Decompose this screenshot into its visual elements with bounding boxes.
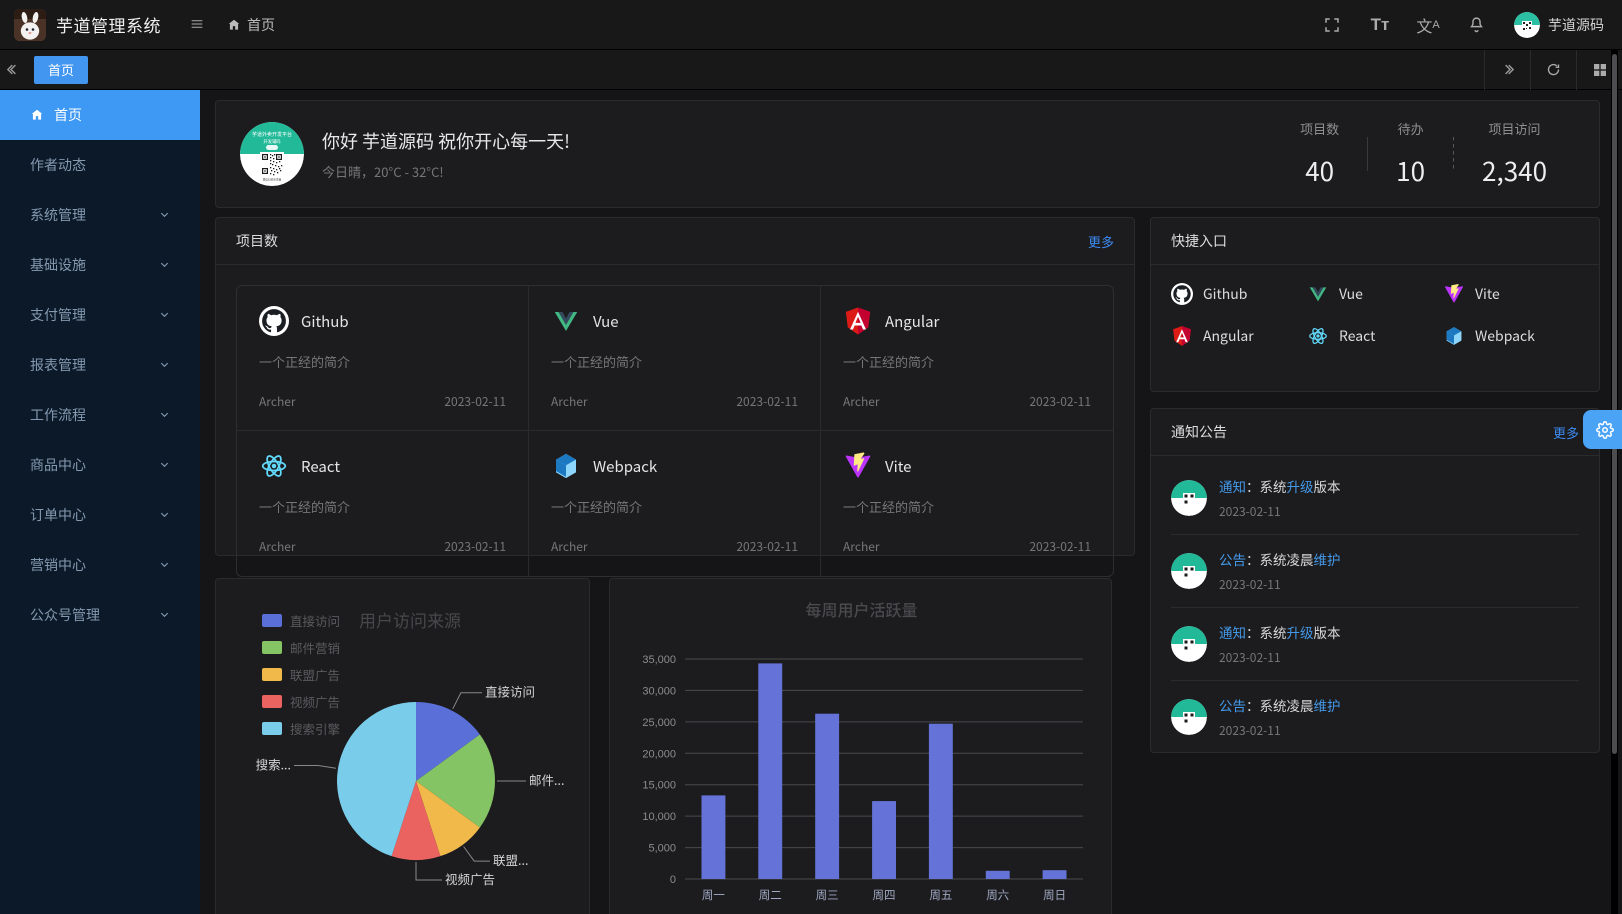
svg-text:视频广告: 视频广告	[445, 869, 495, 888]
svg-text:芋道外卖开发平台: 芋道外卖开发平台	[252, 131, 292, 138]
svg-text:搜索...: 搜索...	[256, 755, 291, 774]
svg-text:10,000: 10,000	[642, 811, 676, 823]
svg-text:25,000: 25,000	[642, 717, 676, 729]
svg-text:微信扫码关注我: 微信扫码关注我	[263, 178, 282, 182]
svg-text:周三: 周三	[816, 887, 839, 903]
svg-text:周一: 周一	[702, 887, 725, 903]
svg-text:联盟...: 联盟...	[493, 850, 528, 869]
svg-text:开发辅码: 开发辅码	[263, 138, 281, 145]
svg-text:15,000: 15,000	[642, 780, 676, 792]
svg-text:5,000: 5,000	[648, 843, 676, 855]
svg-text:周五: 周五	[929, 887, 952, 903]
svg-text:30,000: 30,000	[642, 685, 676, 697]
svg-text:周四: 周四	[873, 887, 896, 903]
svg-text:35,000: 35,000	[642, 654, 676, 666]
svg-text:邮件...: 邮件...	[529, 770, 564, 789]
svg-text:直接访问: 直接访问	[485, 682, 535, 701]
svg-text:周日: 周日	[1043, 887, 1066, 903]
svg-text:20,000: 20,000	[642, 748, 676, 760]
svg-text:周六: 周六	[986, 887, 1009, 903]
svg-text:0: 0	[670, 874, 676, 886]
svg-text:周二: 周二	[759, 887, 782, 903]
